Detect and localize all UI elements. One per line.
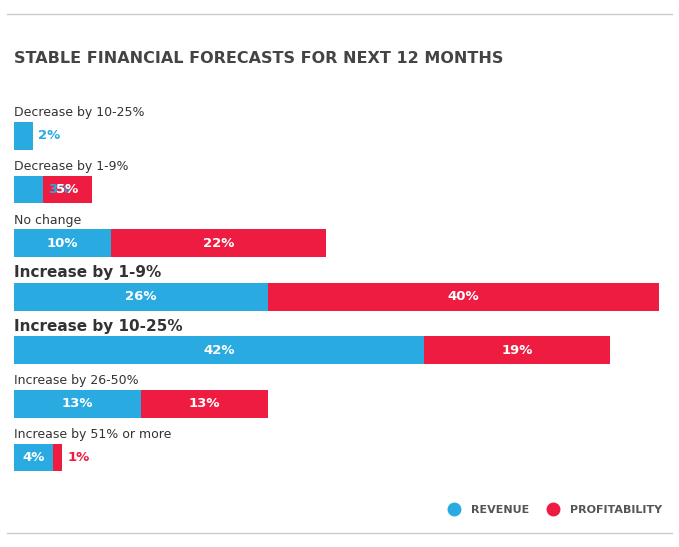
Text: Decrease by 10-25%: Decrease by 10-25% [14, 106, 144, 119]
Text: Increase by 1-9%: Increase by 1-9% [14, 265, 161, 280]
Text: No change: No change [14, 213, 81, 226]
Text: Increase by 10-25%: Increase by 10-25% [14, 319, 182, 334]
Text: 3%: 3% [48, 183, 70, 196]
Text: 5%: 5% [56, 183, 79, 196]
Text: 26%: 26% [125, 290, 156, 303]
Text: 10%: 10% [47, 237, 78, 249]
Text: Increase by 51% or more: Increase by 51% or more [14, 428, 171, 441]
Bar [14, 336, 424, 364]
Bar [14, 283, 268, 311]
Bar [14, 176, 43, 203]
Bar [14, 390, 141, 418]
Legend: REVENUE, PROFITABILITY: REVENUE, PROFITABILITY [439, 501, 667, 520]
Bar [268, 283, 659, 311]
Text: 19%: 19% [501, 344, 532, 357]
Text: 1%: 1% [67, 451, 90, 464]
Bar [424, 336, 610, 364]
Bar [111, 229, 327, 257]
Text: 22%: 22% [203, 237, 234, 249]
Bar [14, 122, 33, 150]
Text: 2%: 2% [38, 130, 60, 142]
Text: 4%: 4% [22, 451, 44, 464]
Bar [43, 176, 92, 203]
Text: 40%: 40% [447, 290, 479, 303]
Bar [53, 444, 62, 472]
Text: Decrease by 1-9%: Decrease by 1-9% [14, 160, 128, 173]
Bar [141, 390, 268, 418]
Text: Increase by 26-50%: Increase by 26-50% [14, 374, 139, 387]
Text: 13%: 13% [61, 397, 93, 410]
Bar [14, 229, 111, 257]
Text: STABLE FINANCIAL FORECASTS FOR NEXT 12 MONTHS: STABLE FINANCIAL FORECASTS FOR NEXT 12 M… [14, 51, 503, 66]
Text: 13%: 13% [188, 397, 220, 410]
Bar [14, 444, 53, 472]
Text: 42%: 42% [203, 344, 234, 357]
